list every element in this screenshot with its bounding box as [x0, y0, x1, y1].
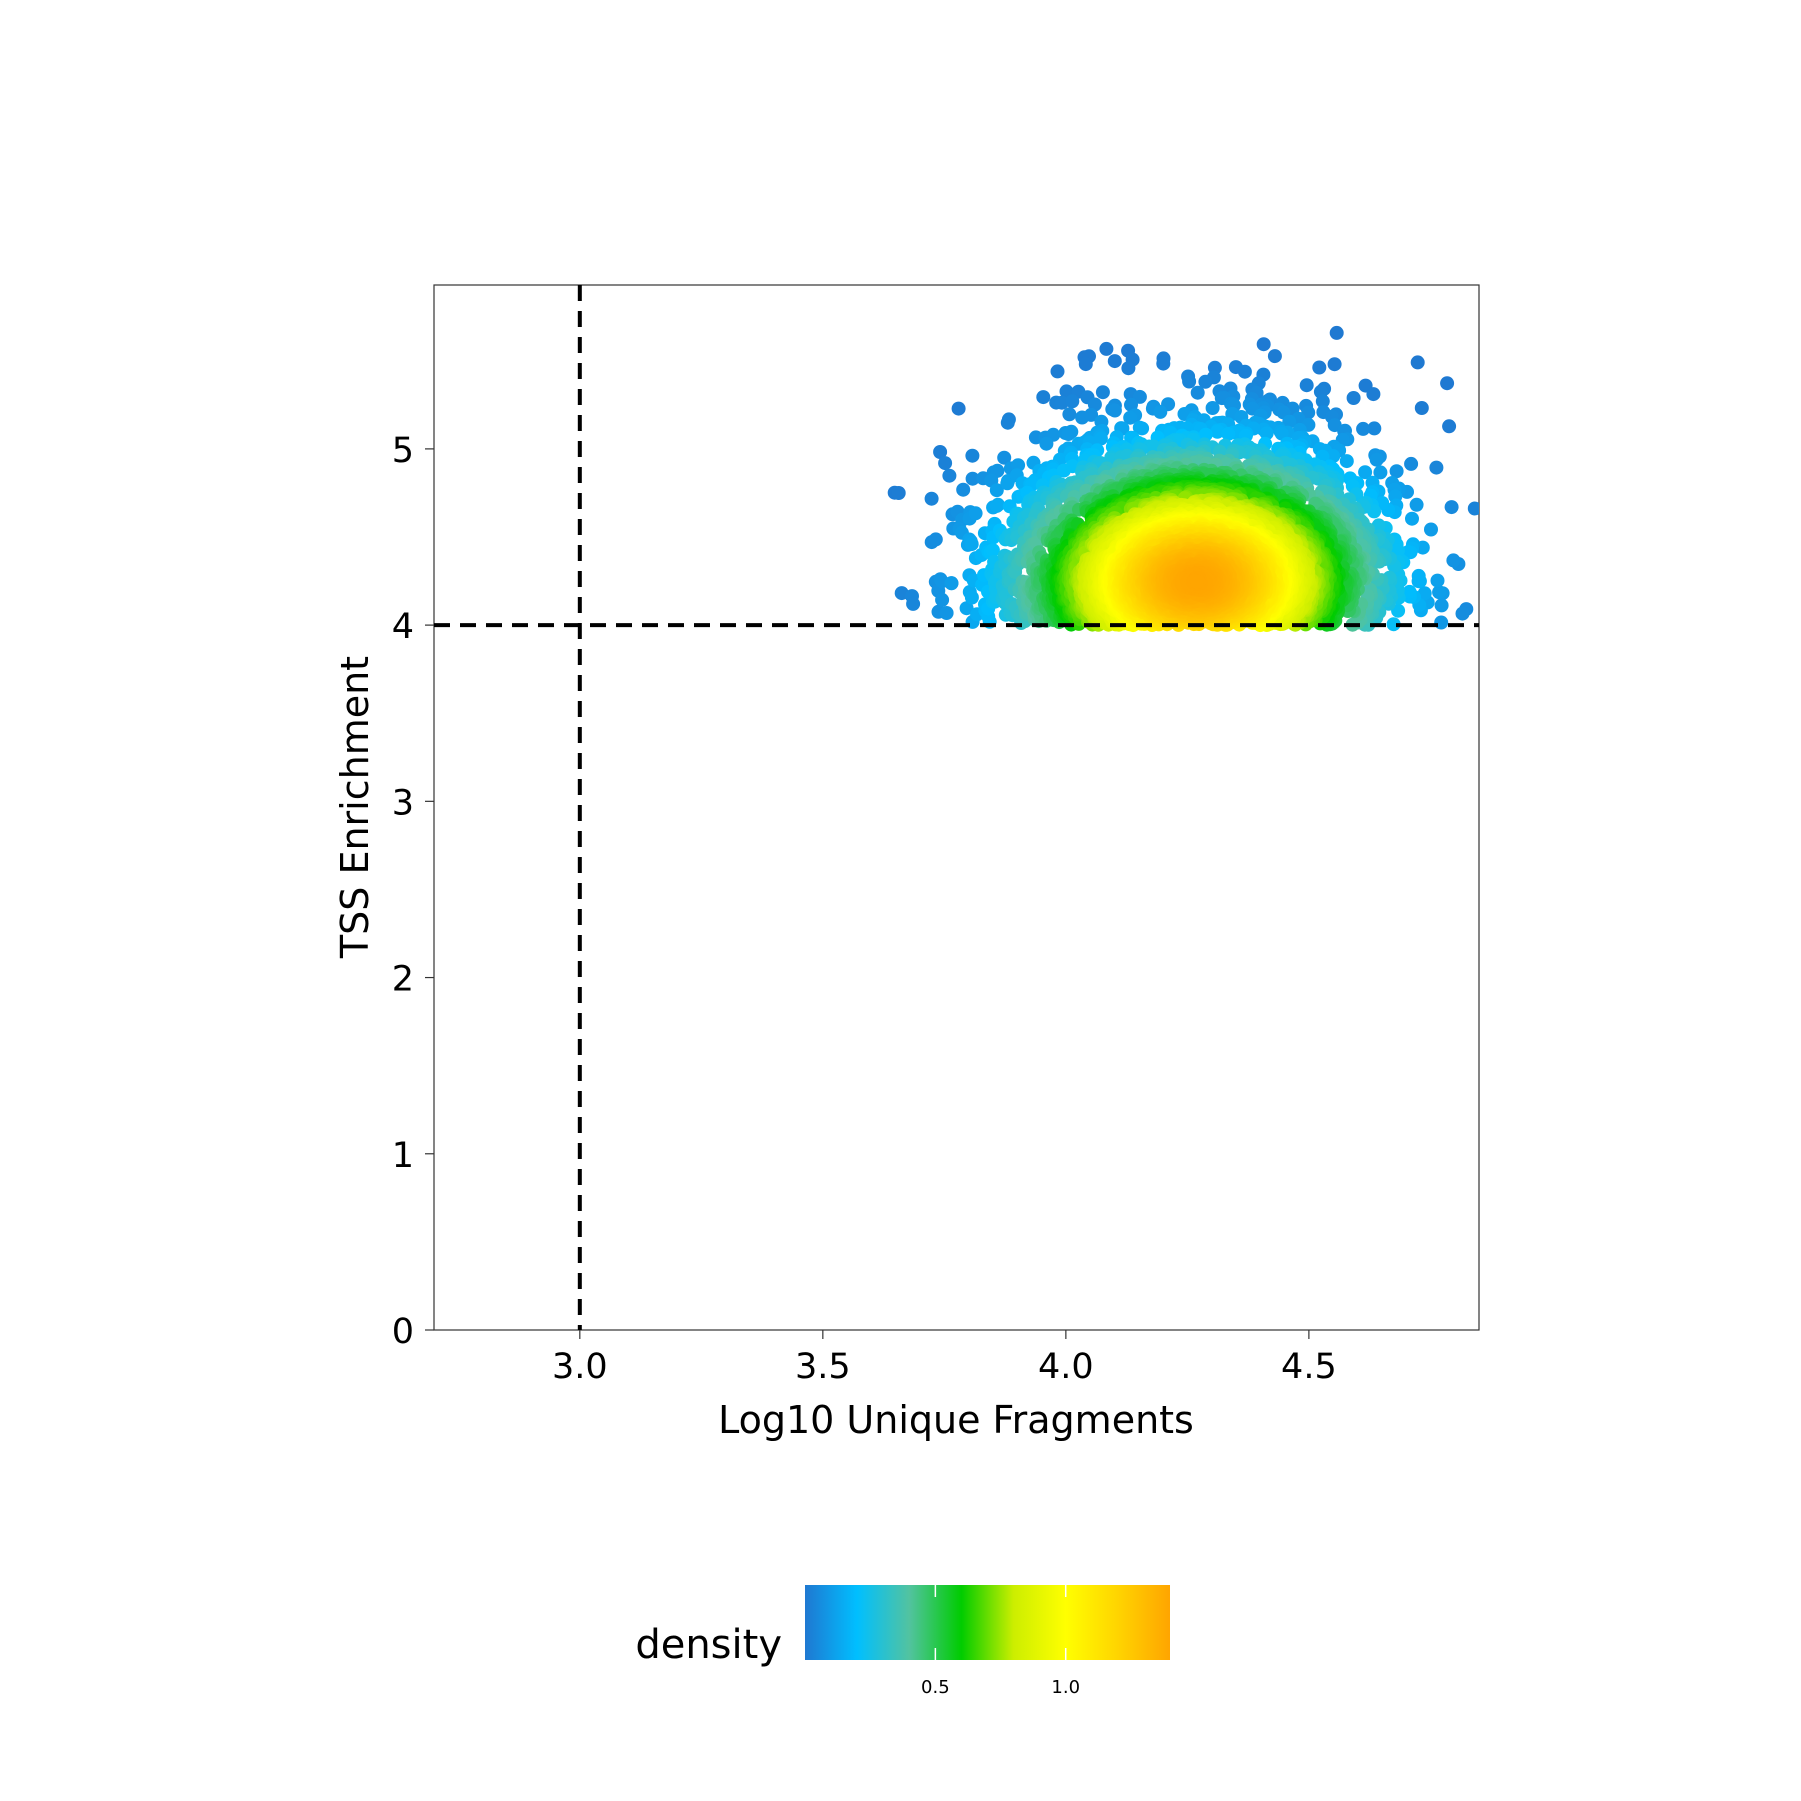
data-point — [985, 543, 1000, 558]
data-point — [997, 450, 1012, 465]
data-point — [1404, 456, 1419, 471]
data-point — [1135, 421, 1150, 436]
data-point — [906, 596, 921, 611]
data-point — [1414, 401, 1429, 415]
data-point — [1371, 518, 1386, 533]
data-point — [1182, 374, 1197, 389]
data-point — [1153, 404, 1168, 419]
data-point — [1062, 407, 1077, 422]
data-point — [1455, 606, 1470, 621]
data-point — [1039, 436, 1054, 451]
data-point — [1442, 419, 1457, 434]
data-point — [1440, 376, 1455, 391]
data-point — [956, 482, 971, 497]
data-point — [964, 590, 979, 605]
data-point — [1369, 452, 1384, 467]
data-point — [1065, 394, 1080, 409]
data-point — [938, 456, 953, 471]
data-point — [1093, 431, 1108, 446]
data-point — [964, 537, 979, 552]
data-point — [942, 468, 957, 483]
data-point — [1402, 584, 1417, 599]
data-point — [1367, 421, 1382, 436]
data-point — [1373, 465, 1388, 480]
data-point — [1410, 355, 1425, 370]
data-point — [1312, 360, 1327, 375]
data-point — [1409, 497, 1424, 512]
data-point — [1329, 325, 1344, 340]
data-point — [1000, 415, 1015, 430]
data-point — [1366, 387, 1381, 402]
data-point — [989, 483, 1004, 498]
data-point — [1205, 401, 1220, 415]
data-point — [1256, 337, 1271, 352]
data-point — [1444, 500, 1459, 515]
data-point — [933, 445, 948, 459]
data-point — [1267, 349, 1282, 364]
data-point — [1210, 424, 1225, 439]
data-point — [1405, 511, 1419, 526]
data-point — [965, 448, 980, 463]
data-point — [965, 471, 980, 486]
scatter-points — [887, 325, 1479, 633]
data-point — [944, 576, 959, 591]
data-point — [991, 497, 1005, 512]
data-point — [1429, 460, 1444, 475]
data-point — [1054, 395, 1069, 410]
data-point — [1282, 414, 1297, 429]
data-point — [1339, 454, 1354, 469]
data-point — [924, 491, 939, 506]
data-point — [1084, 407, 1099, 422]
data-point — [1424, 522, 1438, 537]
data-point — [1221, 426, 1236, 441]
data-point — [1356, 421, 1371, 436]
data-point — [968, 506, 983, 521]
data-point — [1389, 464, 1404, 479]
data-point — [935, 592, 950, 607]
data-point — [1386, 617, 1401, 632]
data-point — [1346, 391, 1361, 405]
data-point — [1061, 427, 1076, 441]
data-point — [1430, 573, 1445, 588]
data-point — [1446, 553, 1461, 568]
data-point — [1417, 586, 1432, 601]
data-point — [1299, 378, 1314, 393]
data-point — [1467, 501, 1479, 516]
data-point — [1259, 426, 1274, 441]
plot-area — [433, 284, 1480, 1331]
data-point — [1107, 354, 1122, 369]
data-point — [1107, 403, 1122, 418]
data-point — [1000, 476, 1015, 491]
data-point — [1237, 364, 1252, 379]
data-point — [959, 601, 974, 616]
data-point — [939, 606, 954, 620]
data-point — [928, 532, 943, 547]
data-point — [1095, 385, 1110, 400]
data-point — [1432, 585, 1447, 600]
data-point — [1411, 574, 1426, 589]
data-point — [1156, 356, 1171, 371]
data-point — [1327, 357, 1342, 372]
data-point — [1315, 394, 1330, 409]
data-point — [1099, 341, 1114, 356]
data-point — [1123, 410, 1138, 425]
data-point — [1434, 615, 1449, 630]
data-point — [1358, 465, 1373, 480]
data-point — [1190, 385, 1205, 400]
data-point — [891, 486, 906, 500]
data-point — [1198, 374, 1213, 389]
data-point — [1121, 361, 1136, 376]
data-point — [1036, 390, 1051, 405]
data-point — [1078, 357, 1093, 372]
data-point — [1050, 364, 1065, 379]
data-point — [1434, 598, 1449, 613]
data-point — [951, 401, 966, 416]
